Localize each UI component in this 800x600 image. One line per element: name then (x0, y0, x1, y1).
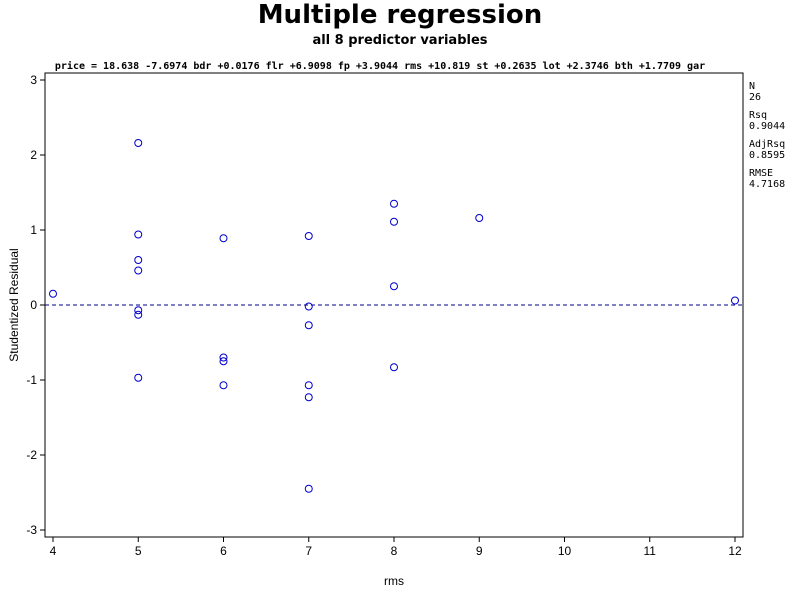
chart-title: Multiple regression (257, 0, 543, 30)
data-point (49, 289, 57, 298)
data-point (390, 363, 398, 372)
stat-label: AdjRsq (749, 139, 786, 150)
stat-value: 0.8595 (749, 150, 786, 161)
y-tick-label: 2 (30, 148, 37, 162)
data-point (304, 232, 313, 240)
x-tick-label: 6 (220, 544, 227, 558)
y-tick-label: -1 (26, 373, 37, 387)
chart-subtitle: all 8 predictor variables (312, 33, 488, 48)
data-point (219, 234, 228, 243)
x-tick-label: 7 (305, 544, 312, 558)
y-tick-label: -2 (26, 448, 37, 462)
data-point (134, 256, 143, 264)
x-tick-label: 9 (476, 544, 483, 558)
data-point (219, 357, 228, 366)
stat-rsq: Rsq 0.9044 (749, 110, 785, 132)
y-tick-label: 3 (30, 73, 37, 87)
data-point (134, 139, 143, 147)
stat-value: 0.9044 (749, 121, 786, 132)
data-point (134, 230, 143, 239)
stat-adjrsq: AdjRsq 0.8595 (749, 139, 785, 161)
data-point (134, 306, 143, 315)
x-tick-label: 11 (644, 544, 657, 558)
stat-label: Rsq (749, 110, 768, 121)
x-tick-label: 5 (135, 544, 142, 558)
x-axis-label: rms (384, 574, 404, 588)
data-point (219, 353, 228, 362)
y-tick-label: -3 (26, 523, 37, 537)
stat-n: N 26 (749, 81, 785, 103)
stat-label: RMSE (749, 168, 774, 179)
data-point (304, 302, 313, 311)
y-tick-label: 0 (30, 298, 37, 312)
y-axis-label: Studentized Residual (7, 248, 21, 361)
stat-rmse: RMSE 4.7168 (749, 168, 785, 190)
plot-frame (44, 72, 744, 538)
stat-value: 26 (749, 92, 762, 103)
x-tick-label: 10 (558, 544, 572, 558)
data-point (304, 321, 313, 330)
regression-equation: price = 18.638 -7.6974 bdr +0.0176 flr +… (54, 61, 706, 72)
x-tick-label: 8 (391, 544, 398, 558)
data-point (390, 217, 398, 226)
x-tick-label: 4 (50, 544, 57, 558)
data-point (304, 381, 313, 390)
data-point (390, 282, 398, 291)
data-point (219, 381, 228, 390)
data-point (731, 296, 739, 305)
data-point (134, 373, 143, 382)
data-point (390, 199, 398, 208)
data-point (475, 214, 484, 222)
fit-statistics-panel: N 26 Rsq 0.9044 AdjRsq 0.8595 RMSE 4.7168 (749, 81, 785, 197)
data-point (134, 310, 143, 319)
stat-value: 4.7168 (749, 179, 786, 190)
x-tick-label: 12 (728, 544, 742, 558)
data-point (134, 266, 143, 275)
data-point (304, 484, 313, 493)
stat-label: N (749, 81, 756, 92)
data-point (304, 393, 313, 402)
y-tick-label: 1 (30, 223, 37, 237)
